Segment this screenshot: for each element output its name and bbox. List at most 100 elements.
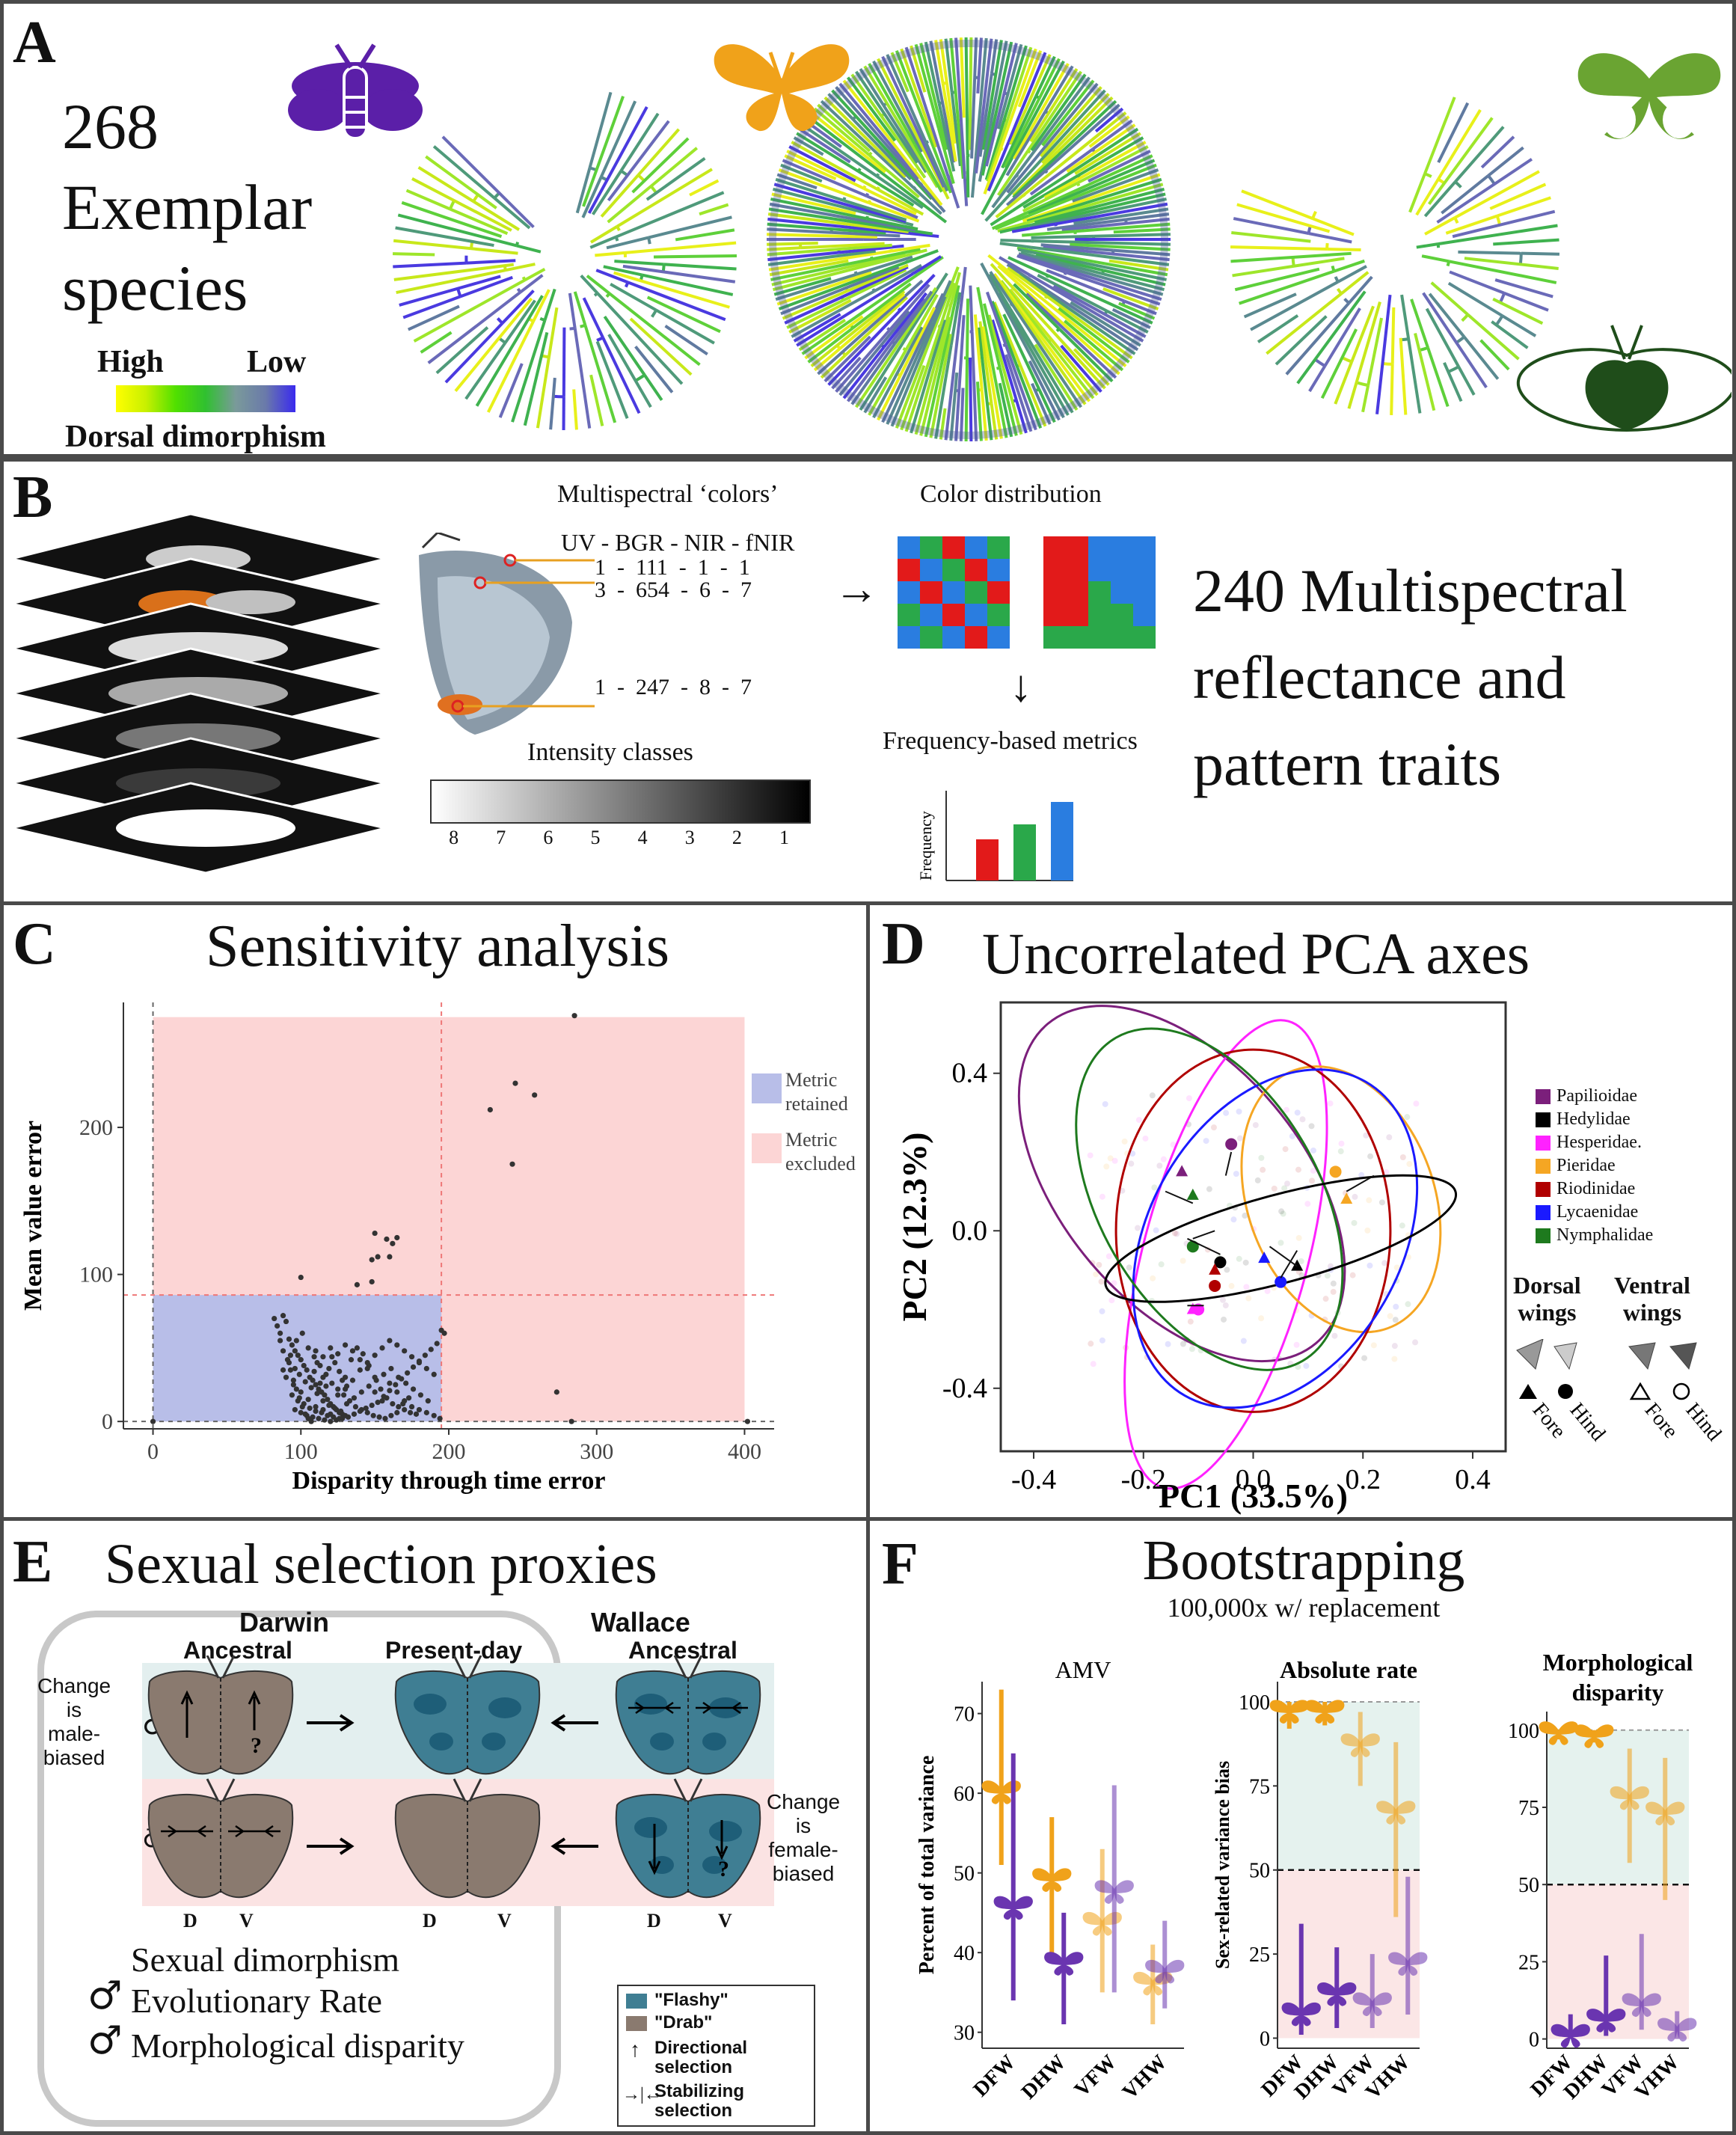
tree-branch xyxy=(990,263,1015,290)
d-label: D xyxy=(183,1910,197,1932)
tree-branch xyxy=(946,266,960,295)
tree-branch xyxy=(929,40,956,163)
tree-branch xyxy=(990,209,1014,227)
color-cell xyxy=(942,626,965,649)
data-point xyxy=(382,1415,388,1421)
background-point xyxy=(1230,1216,1237,1223)
tree-branch xyxy=(798,319,847,352)
bootstrap-charts: AMV Absolute rate Morphological disparity 30… xyxy=(915,1649,1697,2104)
darwin-label: Darwin xyxy=(239,1607,330,1638)
data-point xyxy=(394,1234,400,1241)
tree-branch xyxy=(1491,320,1529,349)
arrow-left-icon xyxy=(550,1837,598,1855)
tree-branch xyxy=(586,275,611,295)
arrow-left-icon xyxy=(550,1714,598,1732)
tree-branch xyxy=(872,326,924,419)
arrow xyxy=(1187,1237,1221,1255)
tree-branch xyxy=(1441,174,1490,215)
tree-branch xyxy=(1027,291,1120,376)
tree-branch xyxy=(1002,313,1041,390)
tree-branch xyxy=(1314,358,1326,367)
tree-branch xyxy=(1007,52,1047,143)
tree-branch xyxy=(771,192,856,215)
tree-branch xyxy=(767,212,909,233)
tree-branch xyxy=(1452,209,1556,239)
pointer-lines xyxy=(463,559,595,708)
tree-branch xyxy=(655,308,715,345)
tree-branch xyxy=(1012,127,1139,212)
data-point xyxy=(345,1414,352,1420)
tree-branch xyxy=(968,37,973,150)
data-point xyxy=(410,1364,417,1370)
tree-branch xyxy=(1061,217,1170,232)
family-swatch xyxy=(1536,1112,1551,1127)
tree-branch xyxy=(1230,245,1328,251)
tree-branch xyxy=(1275,315,1328,366)
y-tick-label: 70 xyxy=(954,1703,975,1727)
tree-branch xyxy=(1037,274,1108,313)
tree-branch xyxy=(1250,280,1339,331)
family-legend-item: Nymphalidae xyxy=(1536,1224,1653,1247)
tree-branch xyxy=(970,77,977,159)
color-cell xyxy=(965,536,987,559)
tree-branch xyxy=(589,235,617,249)
antenna xyxy=(673,1655,703,1679)
tree-branch xyxy=(1350,305,1375,363)
tree-branch xyxy=(767,249,876,266)
panel-a: A 268 Exemplar species High Low Dorsal d… xyxy=(0,0,1736,458)
tree-branch xyxy=(1007,270,1127,368)
tree-branch xyxy=(994,216,1023,230)
data-point xyxy=(364,1365,370,1372)
background-point xyxy=(1338,1140,1345,1147)
tree-branch xyxy=(608,292,701,367)
tree-branch xyxy=(1312,217,1355,236)
background-point xyxy=(1165,1341,1171,1347)
butterfly-marker xyxy=(1376,1801,1416,1825)
data-point xyxy=(393,1382,399,1388)
family-legend-item: Hedylidae xyxy=(1536,1108,1653,1131)
tree-branch xyxy=(978,123,993,182)
tree-branch xyxy=(1493,238,1559,246)
tree-branch xyxy=(501,290,535,325)
tree-branch xyxy=(1447,365,1460,373)
tree-branch xyxy=(981,189,997,215)
background-point xyxy=(1236,1135,1243,1142)
tree-branch xyxy=(1340,271,1370,295)
tree-branch xyxy=(924,41,941,104)
data-point xyxy=(403,1380,409,1386)
y-axis-label: PC2 (12.3%) xyxy=(895,1133,933,1322)
tree-branch xyxy=(991,216,1017,230)
data-point xyxy=(326,1365,332,1372)
tree-branch xyxy=(775,272,857,301)
fore-wing-point xyxy=(1209,1263,1221,1275)
tree-branch xyxy=(807,115,924,206)
wing-icon xyxy=(1669,1342,1697,1370)
butterfly-icon xyxy=(1269,1700,1309,1724)
tree-branch xyxy=(637,128,681,177)
legend-low: Low xyxy=(247,345,307,379)
data-point xyxy=(287,1367,294,1373)
tree-branch xyxy=(1426,347,1450,407)
tree-branch xyxy=(454,297,533,392)
data-point xyxy=(354,1281,361,1287)
antenna xyxy=(673,1778,703,1802)
data-point xyxy=(292,1365,298,1372)
tree-branch xyxy=(601,337,641,414)
tree-branch xyxy=(1094,233,1171,238)
tree-branch xyxy=(807,326,854,364)
tree-branch xyxy=(784,154,837,180)
data-point xyxy=(431,1412,437,1418)
tree-branch xyxy=(999,242,1031,249)
tree-branch xyxy=(769,202,916,232)
data-point xyxy=(335,1351,341,1357)
wing-icon xyxy=(1516,1339,1544,1370)
y-tick-label: 25 xyxy=(1249,1943,1270,1967)
tree-branch xyxy=(1028,360,1061,421)
tree-branch xyxy=(982,303,1002,369)
tree-branch xyxy=(868,151,873,156)
data-point xyxy=(298,1274,304,1281)
data-point xyxy=(284,1357,291,1363)
tree-branch xyxy=(767,233,877,239)
tree-branch xyxy=(1029,274,1144,343)
tree-branch xyxy=(1058,328,1114,383)
